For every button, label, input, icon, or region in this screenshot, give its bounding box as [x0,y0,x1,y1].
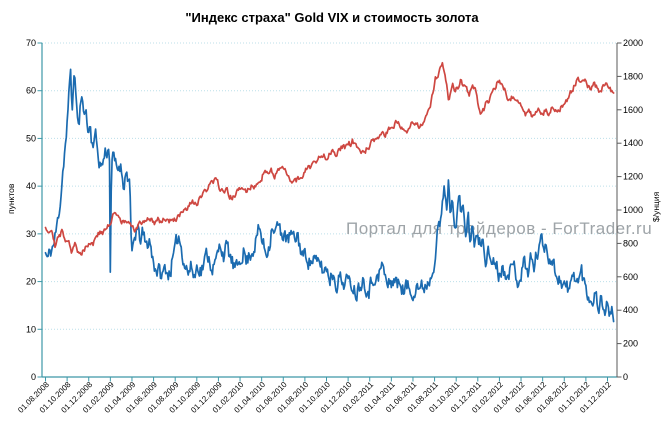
left-axis-tick-label: 0 [31,372,36,382]
left-axis-title: пунктов [6,183,16,214]
right-axis-tick-label: 400 [623,305,638,315]
left-axis-tick-label: 50 [26,133,36,143]
watermark-text: Портал для трейдеров - ForTrader.ru [346,219,652,238]
right-axis-tick-label: 600 [623,272,638,282]
right-axis-tick-label: 1800 [623,71,643,81]
vix-series-line [44,68,615,323]
gold-series-line [44,61,615,256]
right-axis-tick-label: 2000 [623,38,643,48]
right-axis-tick-label: 1400 [623,138,643,148]
chart-title: "Индекс страха" Gold VIX и стоимость зол… [185,10,479,25]
left-axis-tick-label: 20 [26,277,36,287]
left-axis-tick-label: 10 [26,324,36,334]
right-axis-tick-label: 1200 [623,172,643,182]
right-axis-tick-label: 1000 [623,205,643,215]
left-axis-tick-label: 60 [26,86,36,96]
left-axis-tick-label: 30 [26,229,36,239]
right-axis-tick-label: 200 [623,339,638,349]
data-series [44,61,615,323]
gridlines [42,42,617,330]
left-axis-tick-label: 40 [26,181,36,191]
left-axis-tick-label: 70 [26,38,36,48]
right-axis-tick-label: 800 [623,238,638,248]
right-axis-tick-label: 1600 [623,105,643,115]
right-axis-tick-label: 0 [623,372,628,382]
right-axis-title: $/унция [651,191,661,222]
